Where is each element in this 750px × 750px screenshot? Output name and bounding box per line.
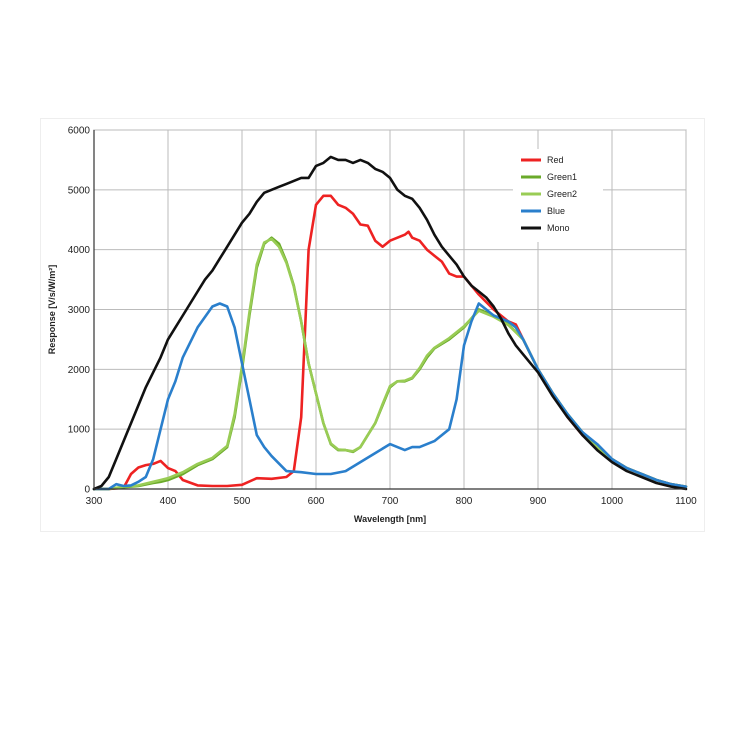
series-line-blue bbox=[92, 302, 688, 491]
y-tick-label: 1000 bbox=[68, 425, 91, 436]
y-axis-title: Response [V/s/W/m²] bbox=[47, 265, 57, 355]
x-tick-label: 500 bbox=[234, 496, 251, 507]
y-tick-label: 4000 bbox=[68, 245, 91, 256]
x-tick-label: 700 bbox=[382, 496, 399, 507]
series-layer bbox=[92, 155, 688, 491]
y-tick-label: 3000 bbox=[68, 305, 91, 316]
x-tick-label: 900 bbox=[530, 496, 547, 507]
x-axis-title: Wavelength [nm] bbox=[354, 514, 426, 524]
chart-container: 300 400 500 600 700 800 900 1000 1100 0 1000 2000 30… bbox=[40, 118, 705, 532]
x-tick-label: 1000 bbox=[601, 496, 624, 507]
y-tick-label: 5000 bbox=[68, 185, 91, 196]
legend: Red Green1 Green2 Blue Mono bbox=[513, 149, 603, 242]
x-tick-label: 800 bbox=[456, 496, 473, 507]
legend-label-green2: Green2 bbox=[547, 189, 577, 199]
x-tick-label: 600 bbox=[308, 496, 325, 507]
legend-label-green1: Green1 bbox=[547, 172, 577, 182]
x-tick-label: 300 bbox=[86, 496, 103, 507]
legend-label-red: Red bbox=[547, 155, 564, 165]
response-chart: 300 400 500 600 700 800 900 1000 1100 0 1000 2000 30… bbox=[47, 126, 697, 525]
legend-label-blue: Blue bbox=[547, 206, 565, 216]
series-line-mono bbox=[92, 155, 688, 491]
y-tick-label: 2000 bbox=[68, 365, 91, 376]
y-tick-label: 0 bbox=[84, 485, 90, 496]
x-tick-label: 1100 bbox=[675, 496, 697, 507]
x-tick-label: 400 bbox=[160, 496, 177, 507]
legend-label-mono: Mono bbox=[547, 223, 570, 233]
axes: 300 400 500 600 700 800 900 1000 1100 0 1000 2000 30… bbox=[68, 126, 697, 508]
y-tick-label: 6000 bbox=[68, 126, 91, 137]
